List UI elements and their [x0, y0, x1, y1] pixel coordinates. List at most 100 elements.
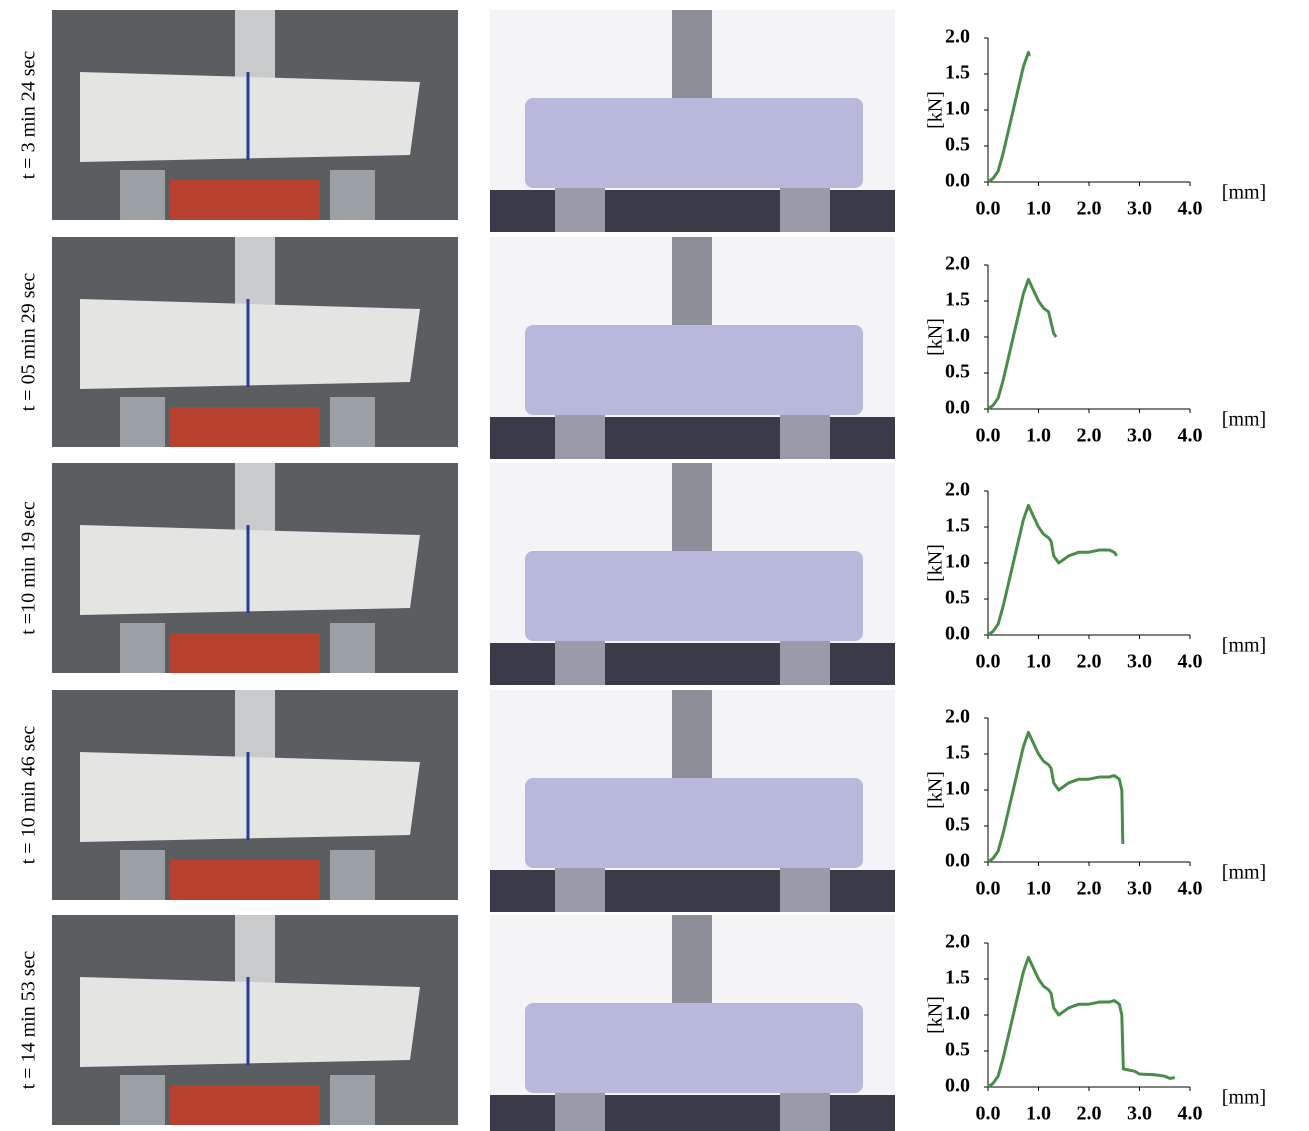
x-tick-label: 1.0 — [1026, 651, 1051, 673]
beam — [525, 325, 863, 415]
beam — [525, 778, 863, 868]
beam — [80, 72, 420, 162]
photo-front — [490, 690, 895, 912]
beam — [525, 98, 863, 188]
beam — [80, 977, 420, 1067]
base — [490, 643, 895, 685]
y-axis-label: [kN] — [925, 91, 947, 129]
x-tick-label: 3.0 — [1127, 425, 1152, 447]
x-axis-label: [mm] — [1222, 1087, 1266, 1109]
x-axis-label: [mm] — [1222, 635, 1266, 657]
x-tick-label: 2.0 — [1077, 1103, 1102, 1125]
base — [490, 190, 895, 232]
x-tick-label: 3.0 — [1127, 198, 1152, 220]
x-tick-label: 3.0 — [1127, 651, 1152, 673]
y-tick-label: 0.5 — [945, 587, 970, 609]
x-tick-label: 3.0 — [1127, 1103, 1152, 1125]
y-tick-label: 2.0 — [945, 253, 970, 275]
data-line — [987, 730, 1125, 864]
support-left — [555, 860, 605, 912]
machine-top — [672, 915, 712, 1005]
y-tick-label: 2.0 — [945, 26, 970, 48]
x-tick-label: 1.0 — [1026, 425, 1051, 447]
x-tick-label: 4.0 — [1178, 651, 1203, 673]
support-right — [330, 850, 375, 900]
beam — [525, 551, 863, 641]
x-axis-label: [mm] — [1222, 862, 1266, 884]
y-tick-label: 1.5 — [945, 742, 970, 764]
row-label: t = 14 min 53 sec — [18, 951, 40, 1090]
base — [490, 417, 895, 459]
support-right — [780, 407, 830, 459]
beam — [80, 752, 420, 842]
beam — [80, 299, 420, 389]
base — [490, 1095, 895, 1131]
row-label: t = 10 min 46 sec — [18, 726, 40, 865]
y-tick-label: 0.0 — [945, 1075, 970, 1097]
row-label: t = 05 min 29 sec — [18, 273, 40, 412]
row-label: t = 3 min 24 sec — [18, 51, 40, 180]
base-red — [170, 633, 320, 673]
photo-side — [52, 463, 458, 673]
y-tick-label: 1.0 — [945, 1003, 970, 1025]
support-right — [330, 623, 375, 673]
y-axis-label: [kN] — [925, 996, 947, 1034]
photo-side — [52, 690, 458, 900]
row-label: t =10 min 19 sec — [18, 501, 40, 635]
x-tick-label: 0.0 — [976, 878, 1001, 900]
x-tick-label: 1.0 — [1026, 198, 1051, 220]
y-axis-label: [kN] — [925, 544, 947, 582]
y-tick-label: 1.5 — [945, 62, 970, 84]
x-tick-label: 0.0 — [976, 651, 1001, 673]
beam — [525, 1003, 863, 1093]
y-tick-label: 1.5 — [945, 289, 970, 311]
machine-top — [672, 463, 712, 553]
x-tick-label: 2.0 — [1077, 198, 1102, 220]
base-red — [170, 407, 320, 447]
y-tick-label: 1.0 — [945, 98, 970, 120]
data-line — [987, 955, 1176, 1089]
y-tick-label: 1.5 — [945, 515, 970, 537]
beam — [80, 525, 420, 615]
data-line — [987, 503, 1119, 637]
support-right — [330, 1075, 375, 1125]
support-left — [120, 397, 165, 447]
machine-top — [672, 10, 712, 100]
x-axis-label: [mm] — [1222, 182, 1266, 204]
x-tick-label: 1.0 — [1026, 878, 1051, 900]
y-tick-label: 0.5 — [945, 1039, 970, 1061]
x-tick-label: 4.0 — [1178, 425, 1203, 447]
support-left — [120, 170, 165, 220]
x-tick-label: 4.0 — [1178, 1103, 1203, 1125]
support-right — [330, 397, 375, 447]
y-tick-label: 1.0 — [945, 551, 970, 573]
x-tick-label: 4.0 — [1178, 878, 1203, 900]
machine-top — [672, 237, 712, 327]
photo-front — [490, 915, 895, 1131]
support-left — [555, 180, 605, 232]
support-left — [120, 623, 165, 673]
photo-front — [490, 237, 895, 459]
y-axis-label: [kN] — [925, 318, 947, 356]
photo-front — [490, 463, 895, 685]
x-tick-label: 0.0 — [976, 425, 1001, 447]
data-line — [987, 277, 1058, 411]
y-tick-label: 2.0 — [945, 479, 970, 501]
y-tick-label: 2.0 — [945, 706, 970, 728]
y-tick-label: 0.5 — [945, 361, 970, 383]
support-right — [780, 180, 830, 232]
y-tick-label: 0.0 — [945, 170, 970, 192]
x-tick-label: 0.0 — [976, 1103, 1001, 1125]
y-tick-label: 0.5 — [945, 814, 970, 836]
photo-side — [52, 237, 458, 447]
x-tick-label: 0.0 — [976, 198, 1001, 220]
support-left — [120, 850, 165, 900]
x-tick-label: 2.0 — [1077, 878, 1102, 900]
base-red — [170, 860, 320, 900]
y-tick-label: 2.0 — [945, 931, 970, 953]
photo-side — [52, 915, 458, 1125]
y-tick-label: 1.0 — [945, 778, 970, 800]
support-left — [120, 1075, 165, 1125]
data-line — [987, 50, 1031, 184]
